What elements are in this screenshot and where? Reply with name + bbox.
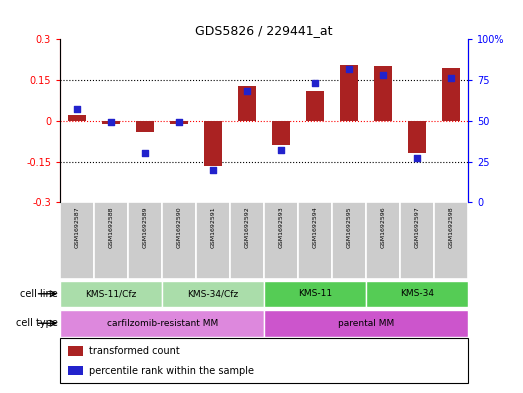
Bar — [162, 281, 264, 307]
Bar — [400, 202, 434, 279]
FancyBboxPatch shape — [60, 338, 468, 383]
Bar — [128, 202, 162, 279]
Bar — [408, 121, 426, 153]
Text: GSM1692598: GSM1692598 — [449, 206, 453, 248]
Text: GSM1692594: GSM1692594 — [313, 206, 317, 248]
Title: GDS5826 / 229441_at: GDS5826 / 229441_at — [196, 24, 333, 37]
Point — [447, 75, 456, 82]
Point — [413, 155, 422, 162]
Point — [73, 106, 82, 112]
Bar — [102, 121, 120, 123]
Bar — [366, 281, 468, 307]
Bar — [60, 310, 264, 336]
Text: cell type: cell type — [16, 318, 58, 328]
Text: KMS-34: KMS-34 — [400, 289, 434, 298]
Point — [243, 88, 252, 95]
Bar — [434, 202, 468, 279]
Bar — [136, 121, 154, 132]
Bar — [170, 121, 188, 123]
Text: GSM1692593: GSM1692593 — [279, 206, 283, 248]
Point — [379, 72, 388, 78]
Bar — [60, 202, 94, 279]
Text: GSM1692589: GSM1692589 — [143, 206, 147, 248]
Text: GSM1692588: GSM1692588 — [109, 206, 113, 248]
Bar — [332, 202, 366, 279]
Bar — [374, 66, 392, 121]
Bar — [94, 202, 128, 279]
Bar — [264, 281, 366, 307]
Bar — [442, 68, 460, 121]
Text: GSM1692587: GSM1692587 — [75, 206, 79, 248]
Bar — [366, 202, 400, 279]
Text: GSM1692596: GSM1692596 — [381, 206, 385, 248]
Text: GSM1692590: GSM1692590 — [177, 206, 181, 248]
Text: KMS-11/Cfz: KMS-11/Cfz — [85, 289, 137, 298]
Text: KMS-34/Cfz: KMS-34/Cfz — [188, 289, 238, 298]
Bar — [68, 116, 86, 121]
Point — [345, 66, 354, 72]
Bar — [196, 202, 230, 279]
Point — [311, 80, 320, 86]
Bar — [162, 202, 196, 279]
Bar — [272, 121, 290, 145]
Text: transformed count: transformed count — [89, 345, 179, 356]
Bar — [69, 365, 83, 375]
Bar — [230, 202, 264, 279]
Text: carfilzomib-resistant MM: carfilzomib-resistant MM — [107, 319, 218, 328]
Text: GSM1692592: GSM1692592 — [245, 206, 249, 248]
Text: parental MM: parental MM — [338, 319, 394, 328]
Bar — [264, 202, 298, 279]
Bar — [306, 91, 324, 121]
Point — [107, 119, 116, 126]
Point — [141, 150, 150, 156]
Text: GSM1692595: GSM1692595 — [347, 206, 351, 248]
Text: GSM1692597: GSM1692597 — [415, 206, 419, 248]
Point — [209, 167, 218, 173]
Point — [277, 147, 286, 153]
Text: GSM1692591: GSM1692591 — [211, 206, 215, 248]
Bar — [60, 281, 162, 307]
Bar — [264, 310, 468, 336]
Text: KMS-11: KMS-11 — [298, 289, 332, 298]
Text: percentile rank within the sample: percentile rank within the sample — [89, 365, 254, 376]
Point — [175, 119, 184, 126]
Bar — [298, 202, 332, 279]
Bar — [238, 86, 256, 121]
Bar — [69, 346, 83, 356]
Text: cell line: cell line — [20, 289, 58, 299]
Bar — [340, 65, 358, 121]
Bar — [204, 121, 222, 166]
